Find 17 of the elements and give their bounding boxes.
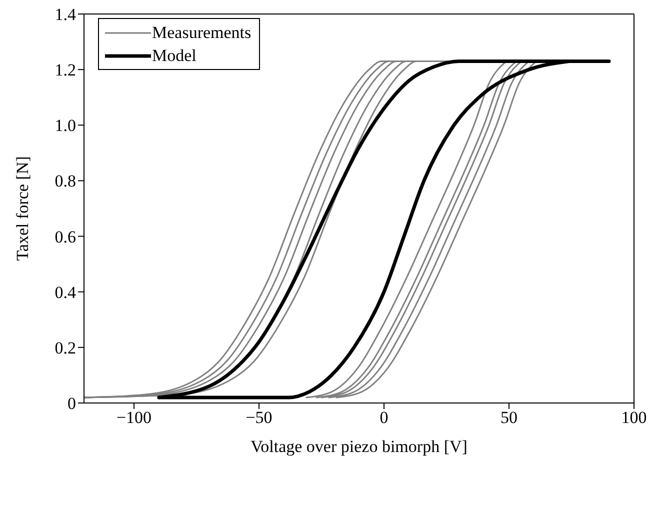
x-tick-label: −50 — [246, 408, 272, 428]
x-axis-title: Voltage over piezo bimorph [V] — [250, 437, 468, 456]
legend-label: Model — [152, 46, 196, 66]
y-axis-title: Taxel force [N] — [13, 156, 32, 261]
y-tick-label: 0.4 — [54, 282, 76, 302]
y-tick-label: 1.4 — [54, 5, 76, 24]
y-tick-label: 1.0 — [54, 116, 76, 136]
y-tick-label: 0.6 — [54, 227, 76, 246]
x-tick-label: 100 — [621, 408, 647, 428]
y-tick-label: 0 — [68, 394, 76, 414]
y-tick-label: 0.2 — [54, 338, 76, 358]
y-tick-label: 0.8 — [54, 172, 76, 191]
x-tick-label: 0 — [380, 408, 388, 428]
legend-label: Measurements — [152, 22, 252, 42]
x-tick-label: −100 — [116, 408, 152, 428]
x-tick-label: 50 — [500, 408, 518, 428]
y-tick-label: 1.2 — [54, 60, 76, 80]
